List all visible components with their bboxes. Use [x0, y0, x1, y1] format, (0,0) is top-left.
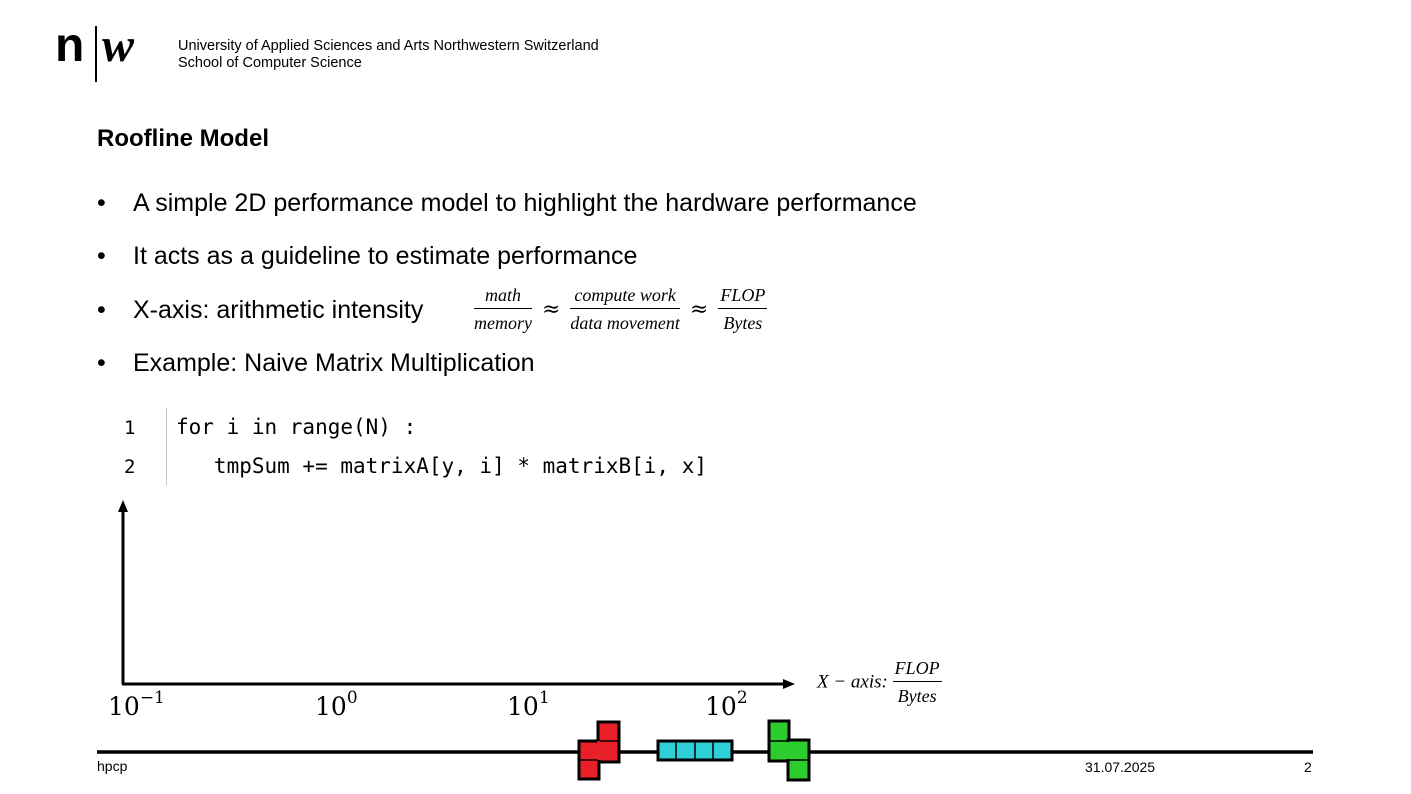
fraction-denominator: memory [474, 313, 532, 333]
bullet-dot: • [97, 242, 106, 270]
fraction-numerator: FLOP [892, 658, 942, 682]
school-line: School of Computer Science [178, 55, 362, 71]
code-gutter-divider [166, 408, 167, 486]
bullet-text: Example: Naive Matrix Multiplication [133, 349, 535, 377]
logo-divider [95, 26, 97, 82]
fraction-math-memory: math memory [474, 285, 532, 334]
tick-base: 10 [507, 692, 539, 721]
bullet-dot: • [97, 189, 106, 217]
tick-exponent: 1 [538, 688, 550, 708]
fraction-denominator: Bytes [897, 686, 937, 706]
university-line: University of Applied Sciences and Arts … [178, 38, 599, 54]
footer-course: hpcp [97, 758, 128, 774]
approx-symbol: ≈ [541, 297, 561, 322]
footer-page-number: 2 [1304, 759, 1312, 775]
university-name: University of Applied Sciences and Arts … [178, 38, 599, 72]
fraction-compute-data: compute work data movement [570, 285, 680, 334]
bullet-text: X-axis: arithmetic intensity [133, 296, 424, 324]
bullet-text: A simple 2D performance model to highlig… [133, 189, 917, 217]
approx-symbol: ≈ [689, 297, 709, 322]
code-line: for i in range(N) : [176, 415, 417, 439]
fraction-denominator: data movement [570, 313, 680, 333]
tick-base: 10 [705, 692, 737, 721]
slide-title: Roofline Model [97, 125, 269, 152]
tick-exponent: 0 [346, 688, 358, 708]
code-line-number: 2 [124, 456, 136, 478]
bullet-text: It acts as a guideline to estimate perfo… [133, 242, 638, 270]
intensity-formula: math memory ≈ compute work data movement… [474, 285, 768, 334]
fraction-numerator: math [474, 285, 532, 309]
fraction-numerator: FLOP [718, 285, 768, 309]
cyan-tetromino-icon [656, 739, 734, 762]
x-tick-label: 10−1 [108, 688, 165, 721]
fraction-denominator: Bytes [723, 313, 763, 333]
red-tetromino-icon [577, 720, 621, 781]
y-axis-arrow [118, 500, 128, 512]
green-tetromino-icon [767, 719, 811, 782]
x-tick-label: 100 [315, 688, 358, 721]
x-axis-label: X − axis: FLOP Bytes [817, 658, 942, 707]
tick-exponent: 2 [736, 688, 748, 708]
tick-base: 10 [108, 692, 140, 721]
code-line-number: 1 [124, 417, 136, 439]
x-tick-label: 101 [507, 688, 550, 721]
x-axis-label-fraction: FLOP Bytes [892, 658, 942, 707]
bullet-dot: • [97, 349, 106, 377]
x-tick-label: 102 [705, 688, 748, 721]
tick-base: 10 [315, 692, 347, 721]
logo-n: n [55, 19, 84, 72]
footer-date: 31.07.2025 [1085, 759, 1156, 775]
fraction-flop-bytes: FLOP Bytes [718, 285, 768, 334]
code-line: tmpSum += matrixA[y, i] * matrixB[i, x] [176, 454, 708, 478]
logo-w: w [102, 19, 135, 72]
x-axis-label-prefix: X − axis: [817, 671, 893, 693]
tick-exponent: −1 [139, 688, 165, 708]
fraction-numerator: compute work [570, 285, 680, 309]
x-axis-arrow [783, 679, 795, 689]
bullet-dot: • [97, 296, 106, 324]
